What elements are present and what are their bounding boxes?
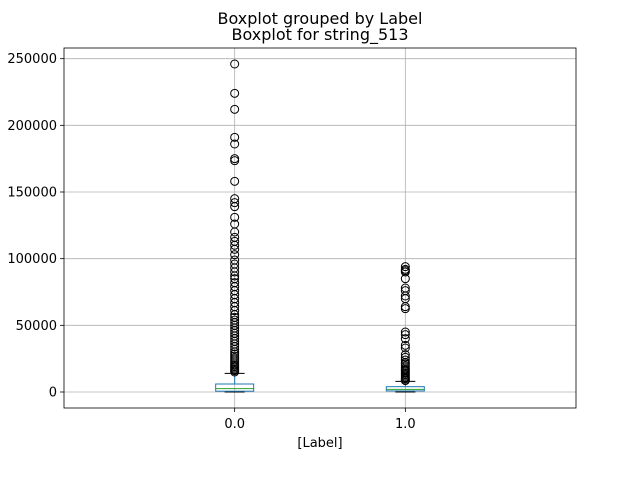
outlier-point [400, 262, 410, 272]
outlier-point [230, 244, 240, 254]
outlier-point [400, 267, 410, 277]
outlier-point [230, 344, 240, 354]
outlier-point [230, 198, 240, 208]
outlier-point [230, 267, 240, 277]
axes [60, 47, 577, 412]
outlier-point [230, 88, 240, 98]
x-tick-label: 1.0 [395, 417, 416, 432]
outlier-point [230, 271, 240, 281]
plot-frame [63, 47, 577, 409]
box-iqr [385, 386, 425, 392]
outlier-point [400, 334, 410, 344]
outlier-point [400, 291, 410, 301]
outlier-point [230, 342, 240, 352]
outlier-point [400, 343, 410, 353]
y-tick-label: 50000 [16, 319, 57, 334]
outlier-point [230, 176, 240, 186]
outlier-point [400, 352, 410, 362]
outlier-point [230, 104, 240, 114]
box-0.0 [215, 59, 255, 393]
x-tick-label: 0.0 [224, 417, 245, 432]
outlier-point [230, 59, 240, 69]
grid-lines [64, 48, 576, 408]
outlier-point [230, 202, 240, 212]
outlier-point [230, 227, 240, 237]
outlier-point [400, 330, 410, 340]
x-axis-label: [Label] [297, 436, 342, 451]
y-tick-label: 200000 [7, 119, 57, 134]
tick-labels: 0 50000 100000 150000 200000 250000 0.0 1.0 [7, 52, 415, 432]
y-tick-label: 150000 [7, 186, 57, 201]
chart-title: Boxplot grouped by Label [218, 9, 423, 28]
outlier-point [230, 367, 240, 377]
outlier-point [230, 139, 240, 149]
outlier-point [400, 304, 410, 314]
y-tick-label: 250000 [7, 52, 57, 67]
box-group [215, 59, 425, 393]
outlier-point [400, 274, 410, 284]
chart-subtitle: Boxplot for string_513 [231, 25, 408, 45]
outlier-point [400, 376, 410, 386]
outlier-point [400, 340, 410, 350]
outlier-point [230, 156, 240, 166]
outlier-point [230, 306, 240, 316]
outlier-point [230, 132, 240, 142]
y-tick-label: 100000 [7, 252, 57, 267]
box-1.0 [385, 262, 425, 393]
y-tick-label: 0 [49, 386, 57, 401]
outlier-point [400, 327, 410, 337]
outlier-point [230, 212, 240, 222]
outlier-point [230, 250, 240, 260]
box-iqr [215, 383, 255, 392]
outlier-point [230, 240, 240, 250]
